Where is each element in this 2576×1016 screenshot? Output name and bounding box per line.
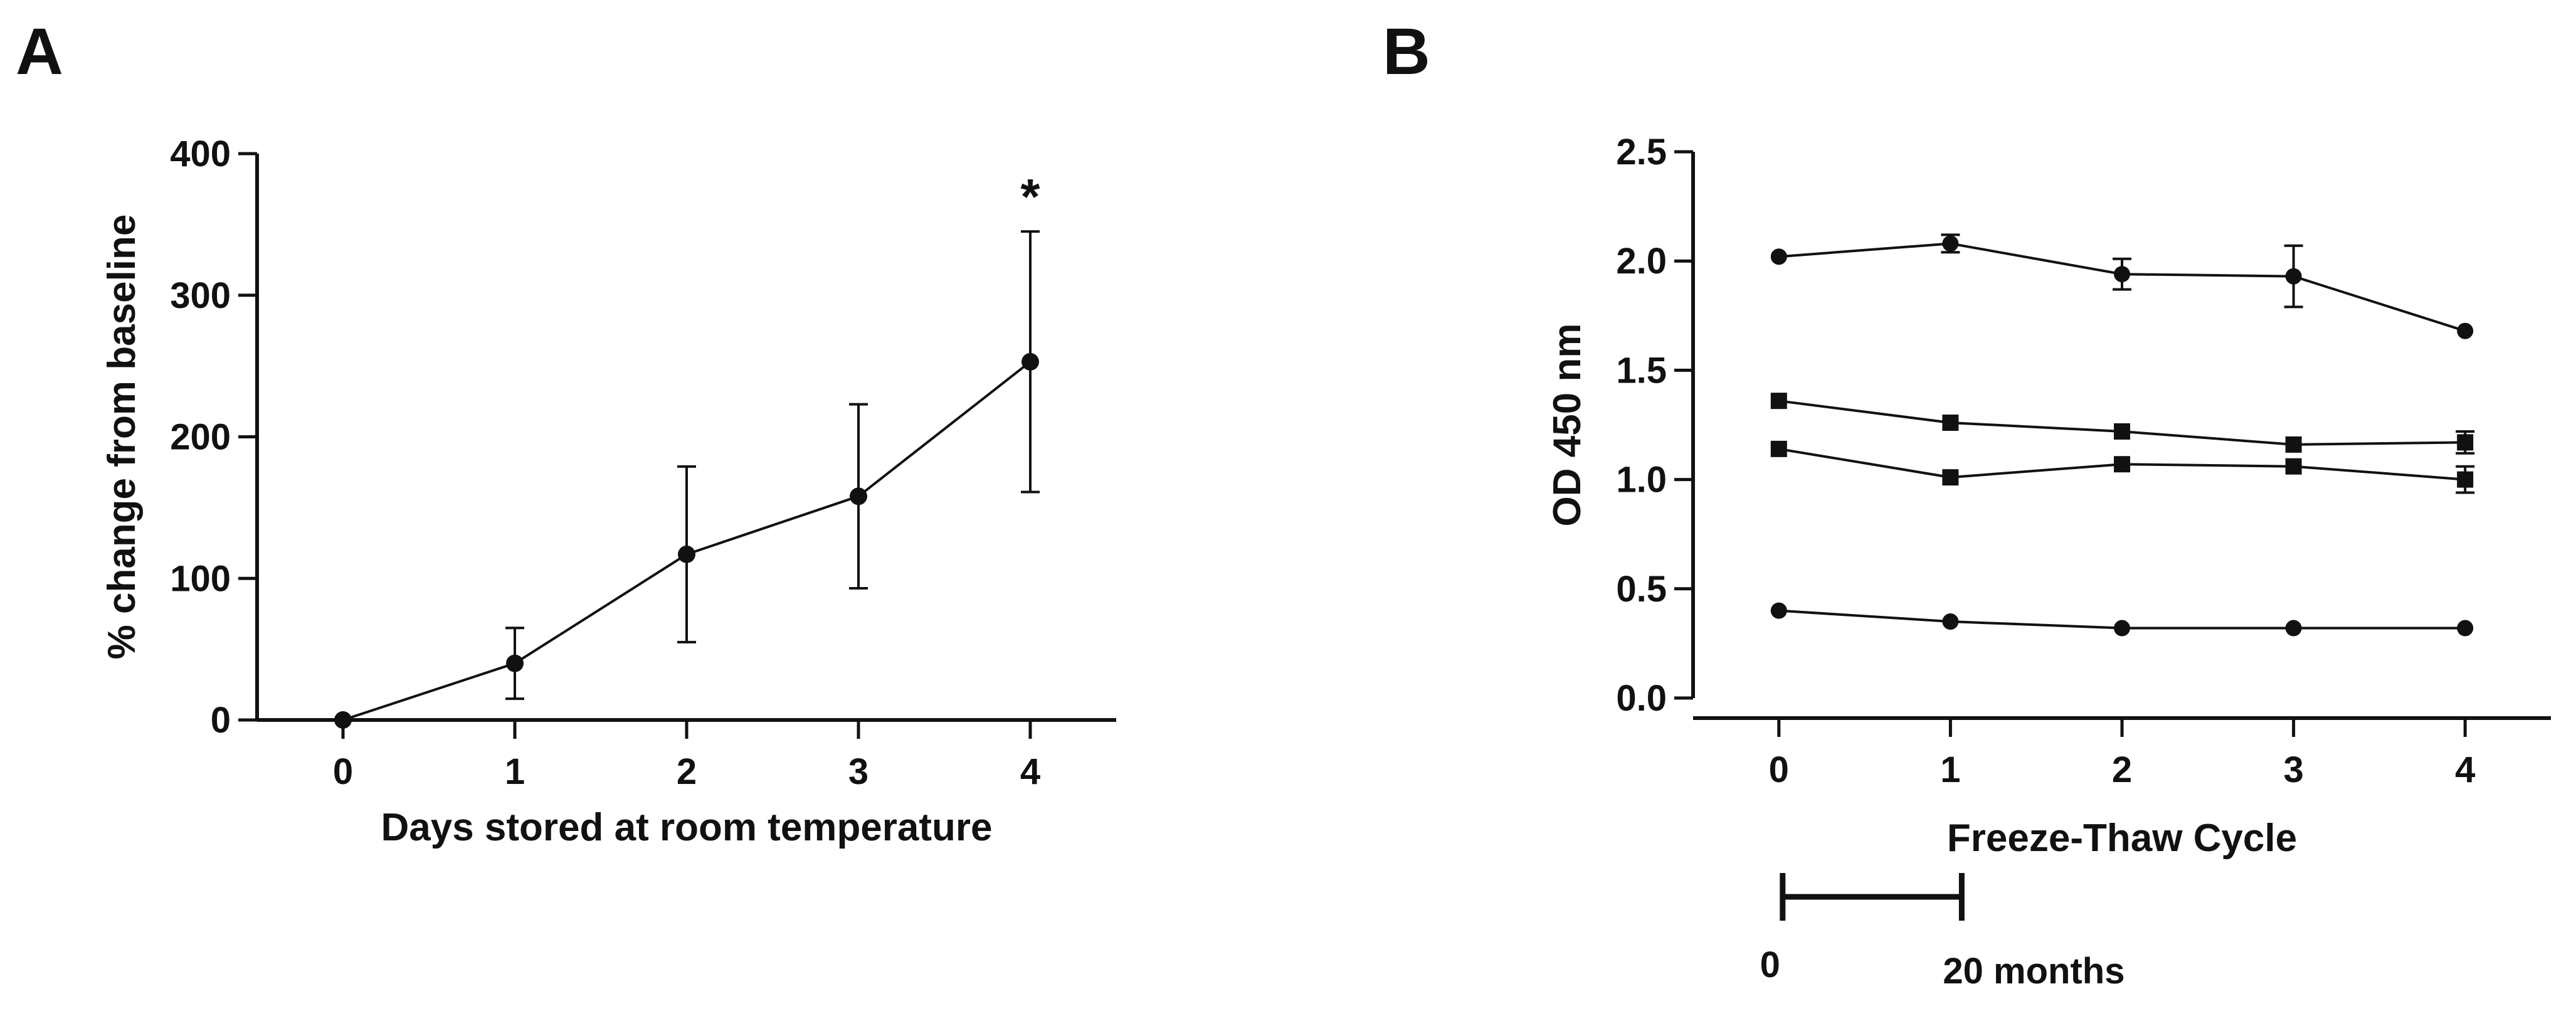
- x-tick-label: 2: [677, 751, 697, 792]
- x-axis-label: Freeze-Thaw Cycle: [1947, 817, 2297, 860]
- data-point: [334, 711, 352, 729]
- y-tick-label: 2.5: [1616, 132, 1667, 172]
- data-point: [2114, 456, 2130, 473]
- timescale-start-label: 0: [1760, 945, 1780, 985]
- x-tick-label: 1: [505, 751, 525, 792]
- data-point: [1770, 248, 1787, 265]
- panel-label-a: A: [16, 15, 63, 88]
- data-point: [2457, 434, 2474, 451]
- data-point: [1770, 440, 1787, 457]
- data-point: [678, 545, 695, 563]
- timescale: 0 20 months: [1760, 873, 2125, 992]
- data-point: [1942, 415, 1959, 431]
- series-2: [1770, 393, 2475, 455]
- data-point: [1770, 393, 1787, 410]
- y-tick-label: 400: [170, 134, 231, 174]
- chart-a: 0 100 200 300 400 0 1 2 3 4 Days stored at room te…: [100, 134, 1116, 849]
- x-tick-label: 1: [1940, 749, 1960, 790]
- data-point: [1942, 469, 1959, 486]
- y-tick-label: 2.0: [1616, 241, 1667, 282]
- x-tick-label: 0: [1769, 749, 1789, 790]
- data-point: [1942, 613, 1959, 630]
- data-point: [2457, 322, 2474, 339]
- chart-b: 0.0 0.5 1.0 1.5 2.0 2.5 0 1 2 3 4 Freeze-Thaw Cycle…: [1546, 132, 2551, 992]
- y-axis-label: OD 450 nm: [1546, 324, 1589, 527]
- data-point: [2114, 620, 2130, 637]
- data-point: [1770, 602, 1787, 619]
- y-tick-label: 0: [211, 700, 231, 741]
- data-point: [2457, 620, 2474, 637]
- series-3: [1770, 440, 2475, 494]
- y-tick-label: 0.5: [1616, 569, 1667, 610]
- y-tick-label: 1.5: [1616, 350, 1667, 391]
- data-point: [1942, 235, 1959, 252]
- series-4: [1770, 602, 2474, 637]
- data-point: [2285, 436, 2302, 453]
- y-tick-label: 1.0: [1616, 460, 1667, 500]
- data-point: [850, 487, 867, 505]
- x-tick-label: 2: [2112, 749, 2132, 790]
- x-tick-label: 4: [2455, 749, 2475, 790]
- series-1: [334, 230, 1040, 729]
- y-axis-label: % change from baseline: [100, 214, 144, 660]
- x-tick-label: 3: [848, 751, 868, 792]
- y-tick-label: 200: [170, 417, 231, 458]
- x-tick-label: 0: [333, 751, 353, 792]
- x-tick-label: 4: [1020, 751, 1040, 792]
- data-point: [2114, 423, 2130, 440]
- data-point: [2114, 266, 2130, 283]
- data-point: [2285, 458, 2302, 475]
- y-tick-label: 300: [170, 275, 231, 316]
- data-point: [2285, 268, 2302, 285]
- series-1: [1770, 233, 2474, 339]
- timescale-end-label: 20 months: [1943, 951, 2125, 992]
- data-point: [2285, 620, 2302, 637]
- data-point: [2457, 471, 2474, 488]
- x-axis-label: Days stored at room temperature: [381, 806, 992, 849]
- y-tick-label: 0.0: [1616, 678, 1667, 719]
- significance-star: *: [1020, 169, 1040, 225]
- panel-label-b: B: [1383, 15, 1430, 88]
- data-point: [506, 654, 524, 672]
- y-tick-label: 100: [170, 558, 231, 599]
- x-tick-label: 3: [2283, 749, 2303, 790]
- data-point: [1021, 352, 1039, 371]
